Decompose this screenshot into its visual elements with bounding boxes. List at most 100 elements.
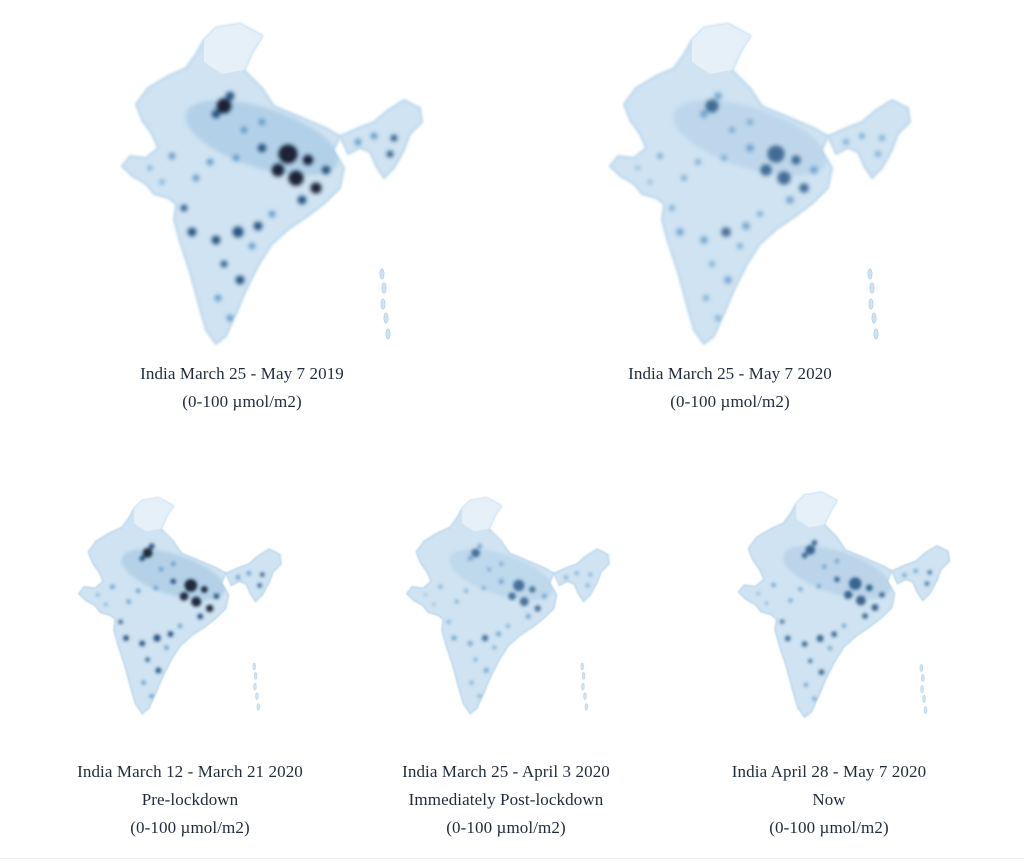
- hotspot: [216, 98, 232, 114]
- hotspot: [709, 261, 715, 267]
- hotspot: [288, 170, 304, 186]
- island-chain: [868, 298, 874, 310]
- hotspot: [700, 236, 708, 244]
- hotspot: [481, 634, 489, 642]
- island-chain: [919, 664, 924, 672]
- hotspot: [206, 604, 214, 613]
- hotspot: [564, 575, 568, 580]
- hotspot: [257, 143, 267, 153]
- hotspot: [496, 631, 502, 637]
- hotspot: [302, 154, 314, 166]
- hotspot: [226, 314, 234, 322]
- hotspot: [737, 243, 743, 249]
- hotspot: [180, 204, 188, 212]
- northern-region: [134, 497, 174, 532]
- hotspot: [278, 144, 298, 164]
- hotspot: [767, 145, 785, 163]
- caption-now: India April 28 - May 7 2020 Now (0-100 µ…: [669, 758, 989, 842]
- hotspot: [232, 226, 244, 238]
- hotspot: [721, 155, 727, 161]
- map-panel-2019: [112, 18, 432, 348]
- hotspot: [816, 634, 824, 642]
- hotspot: [473, 657, 478, 662]
- northeast-region: [225, 548, 282, 603]
- plain-haze: [449, 549, 553, 601]
- hotspot: [788, 598, 793, 603]
- hotspot: [808, 658, 813, 664]
- hotspot: [240, 126, 248, 134]
- hotspot: [827, 646, 833, 651]
- hotspot: [862, 613, 868, 619]
- hotspot: [818, 669, 825, 676]
- hotspot: [529, 586, 536, 593]
- caption-subtitle: Pre-lockdown: [141, 790, 239, 809]
- hotspot: [487, 567, 492, 572]
- plain-haze: [121, 549, 225, 601]
- hotspot: [145, 657, 150, 662]
- hotspot: [432, 603, 436, 606]
- india-landmass: [77, 496, 230, 715]
- island-chain: [920, 673, 925, 682]
- hotspot: [765, 601, 769, 605]
- hotspot: [96, 593, 100, 597]
- caption-prelockdown: India March 12 - March 21 2020 Pre-lockd…: [30, 758, 350, 842]
- hotspot: [801, 641, 808, 647]
- hotspot: [700, 110, 708, 118]
- hotspot: [812, 696, 817, 702]
- india-landmass: [405, 496, 558, 715]
- hotspot: [211, 109, 221, 119]
- map-panel-postlockdown: [400, 492, 616, 718]
- hotspot: [257, 583, 262, 588]
- island-chain: [580, 662, 584, 671]
- hotspot: [424, 593, 427, 597]
- hotspot: [139, 640, 146, 647]
- hotspot: [786, 196, 794, 204]
- hotspot: [879, 592, 885, 598]
- caption-title: India March 25 - May 7 2019: [140, 364, 344, 383]
- hotspot: [477, 694, 482, 699]
- hotspot: [834, 576, 840, 583]
- hotspot: [258, 118, 266, 126]
- island-chain: [873, 328, 879, 340]
- hotspot: [771, 582, 776, 588]
- hotspot: [168, 152, 176, 160]
- hotspot: [451, 635, 457, 641]
- bottom-divider: [0, 858, 1024, 859]
- hotspot: [724, 276, 732, 284]
- hotspot: [469, 680, 474, 685]
- map-panel-now: [728, 488, 960, 720]
- caption-postlockdown: India March 25 - April 3 2020 Immediatel…: [346, 758, 666, 842]
- hotspot: [757, 211, 763, 217]
- caption-title: India March 25 - April 3 2020: [402, 762, 610, 781]
- island-chain: [379, 268, 385, 280]
- hotspot: [110, 584, 115, 589]
- hotspot: [483, 667, 489, 674]
- hotspot: [191, 596, 202, 607]
- island-chain: [383, 312, 389, 324]
- hotspot: [213, 593, 220, 600]
- northeast-region: [826, 98, 912, 180]
- india-landmass: [120, 22, 346, 346]
- island-chain: [583, 692, 587, 700]
- hotspot: [454, 599, 459, 604]
- hotspot: [913, 568, 918, 574]
- caption-units: (0-100 µmol/m2): [446, 818, 566, 837]
- island-chain: [581, 672, 586, 680]
- hotspot: [177, 623, 183, 629]
- caption-title: India April 28 - May 7 2020: [731, 762, 927, 781]
- hotspot: [438, 584, 443, 589]
- hotspot: [104, 602, 108, 606]
- island-chain: [381, 282, 387, 294]
- hotspot: [801, 552, 808, 559]
- island-chain: [920, 685, 924, 693]
- india-map-postlockdown: [405, 496, 610, 715]
- northern-region: [204, 24, 262, 74]
- hotspot: [297, 195, 307, 205]
- hotspot: [246, 571, 252, 576]
- hotspot: [834, 559, 840, 564]
- hotspot: [822, 564, 827, 569]
- hotspot: [467, 640, 473, 647]
- hotspot: [321, 165, 331, 175]
- hotspot: [721, 227, 731, 237]
- northern-region: [462, 497, 502, 532]
